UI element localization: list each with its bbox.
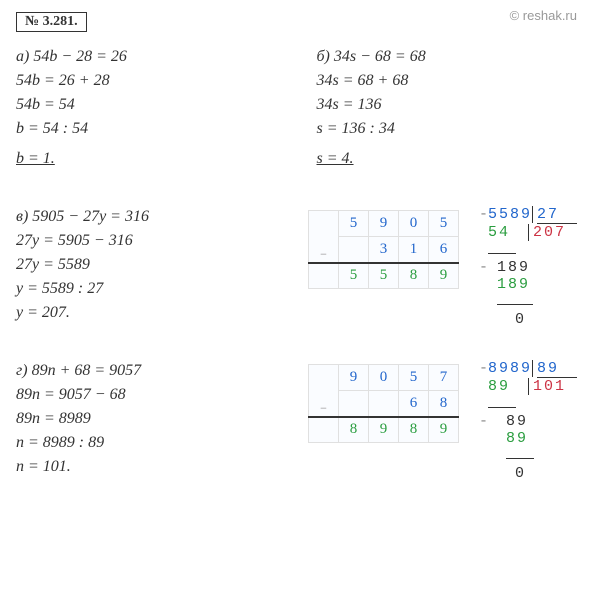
digit: 3 [368, 237, 398, 263]
eq-line: 27y = 5905 − 316 [16, 232, 216, 250]
part-a: а) 54b − 28 = 26 54b = 26 + 28 54b = 54 … [16, 42, 277, 174]
divisor: 89 [537, 360, 559, 377]
part-c: в) 5905 − 27y = 316 27y = 5905 − 316 27y… [16, 202, 216, 328]
eq-line: 54b = 54 [16, 96, 277, 114]
eq-text: 54b − 28 = 26 [33, 48, 127, 65]
quotient: 101 [533, 378, 566, 395]
div-step: 89 [506, 430, 528, 447]
row-ab: а) 54b − 28 = 26 54b = 26 + 28 54b = 54 … [16, 42, 577, 174]
div-step: 54 [488, 224, 510, 241]
eq-line: n = 8989 : 89 [16, 434, 216, 452]
dividend: 5589 [488, 206, 532, 223]
minus-sign: − [308, 211, 338, 263]
part-d: г) 89n + 68 = 9057 89n = 9057 − 68 89n =… [16, 356, 216, 482]
div-step: 189 [497, 259, 530, 276]
digit: 5 [338, 211, 368, 237]
div-step: 89 [488, 378, 510, 395]
subtraction-table: − 9 0 5 7 6 8 8 9 8 9 [308, 364, 459, 443]
eq-line: 89n = 8989 [16, 410, 216, 428]
eq-line: y = 5589 : 27 [16, 280, 216, 298]
eq-text: 5905 − 27y = 316 [32, 208, 149, 225]
digit: 8 [428, 391, 458, 417]
eq-line: 34s = 68 + 68 [317, 72, 578, 90]
dividend: 8989 [488, 360, 532, 377]
row-c: в) 5905 − 27y = 316 27y = 5905 − 316 27y… [16, 202, 577, 328]
eq-text: 34s − 68 = 68 [334, 48, 426, 65]
eq-line: 89n = 9057 − 68 [16, 386, 216, 404]
digit: 8 [398, 263, 428, 289]
div-step: 0 [515, 465, 526, 482]
digit: 0 [368, 365, 398, 391]
part-label: б) [317, 48, 330, 65]
digit: 9 [428, 263, 458, 289]
div-step: 189 [497, 276, 530, 293]
digit: 7 [428, 365, 458, 391]
quotient: 207 [533, 224, 566, 241]
digit: 0 [398, 211, 428, 237]
eq-line: b = 54 : 54 [16, 120, 277, 138]
digit: 5 [398, 365, 428, 391]
div-step: 89 [506, 413, 528, 430]
eq-line: б) 34s − 68 = 68 [317, 48, 578, 66]
digit [368, 391, 398, 417]
digit: 5 [338, 263, 368, 289]
part-label: г) [16, 362, 28, 379]
digit: 8 [338, 417, 368, 443]
watermark: © reshak.ru [510, 8, 577, 23]
blank-cell [308, 417, 338, 443]
eq-line-result: n = 101. [16, 458, 216, 476]
digit: 8 [398, 417, 428, 443]
digit [338, 237, 368, 263]
divisor: 27 [537, 206, 559, 223]
part-label: в) [16, 208, 28, 225]
minus-sign: − [308, 365, 338, 417]
part-b: б) 34s − 68 = 68 34s = 68 + 68 34s = 136… [317, 42, 578, 174]
subtraction-table: − 5 9 0 5 3 1 6 5 5 8 9 [308, 210, 459, 289]
digit: 6 [398, 391, 428, 417]
part-c-work: − 5 9 0 5 3 1 6 5 5 8 9 -558927 54 [256, 202, 577, 328]
digit: 9 [338, 365, 368, 391]
eq-text: 89n + 68 = 9057 [32, 362, 142, 379]
digit: 9 [428, 417, 458, 443]
eq-line: 27y = 5589 [16, 256, 216, 274]
blank-cell [308, 263, 338, 289]
div-step: 0 [515, 311, 526, 328]
digit: 5 [368, 263, 398, 289]
digit: 9 [368, 211, 398, 237]
eq-line-result: b = 1. [16, 150, 55, 168]
digit: 9 [368, 417, 398, 443]
eq-line: 54b = 26 + 28 [16, 72, 277, 90]
eq-line: г) 89n + 68 = 9057 [16, 362, 216, 380]
digit: 5 [428, 211, 458, 237]
eq-line: 34s = 136 [317, 96, 578, 114]
eq-line: а) 54b − 28 = 26 [16, 48, 277, 66]
digit: 6 [428, 237, 458, 263]
eq-line-result: y = 207. [16, 304, 216, 322]
eq-line-result: s = 4. [317, 150, 354, 168]
row-d: г) 89n + 68 = 9057 89n = 9057 − 68 89n =… [16, 356, 577, 482]
eq-line: s = 136 : 34 [317, 120, 578, 138]
problem-number: № 3.281. [16, 12, 87, 32]
digit [338, 391, 368, 417]
long-division: -558927 54 207 - 189 189 0 [479, 206, 577, 328]
part-label: а) [16, 48, 29, 65]
long-division: -898989 89 101 - 89 89 0 [479, 360, 577, 482]
part-d-work: − 9 0 5 7 6 8 8 9 8 9 -898989 89 1 [256, 356, 577, 482]
eq-line: в) 5905 − 27y = 316 [16, 208, 216, 226]
digit: 1 [398, 237, 428, 263]
